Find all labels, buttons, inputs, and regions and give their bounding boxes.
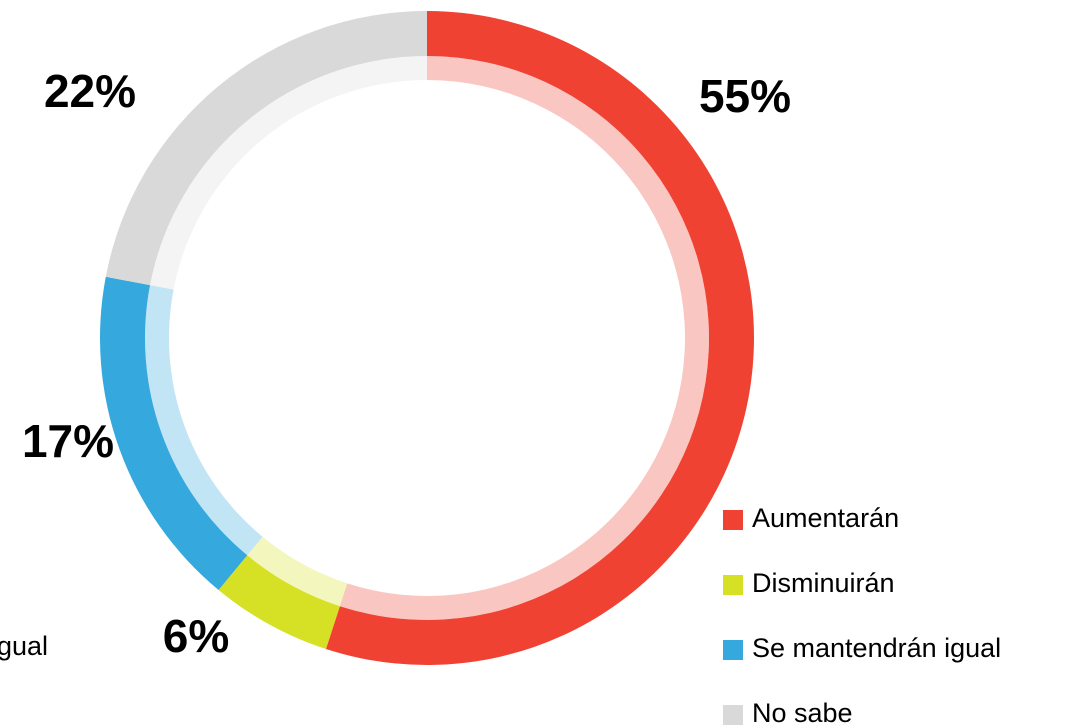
legend-swatch [723,510,743,530]
legend-label: Disminuirán [752,568,895,598]
value-label: 17% [22,415,114,467]
donut-inner-segment [149,56,427,290]
value-label: 55% [699,70,791,122]
donut-segment [100,276,248,590]
legend-label: Se mantendrán igual [752,633,1001,663]
legend-swatch [723,705,743,725]
value-label: 22% [44,65,136,117]
legend-swatch [723,640,743,660]
donut-segment [218,555,340,649]
donut-inner-segment [247,536,348,607]
legend-label: No sabe [752,698,853,728]
legend-swatch [723,575,743,595]
value-label: 6% [163,610,229,662]
legend-label: Aumentarán [752,503,899,533]
donut-inner-segment [145,285,263,556]
clipped-legend-label: Se mantendrán igual [0,631,48,661]
donut-segment [105,11,428,286]
